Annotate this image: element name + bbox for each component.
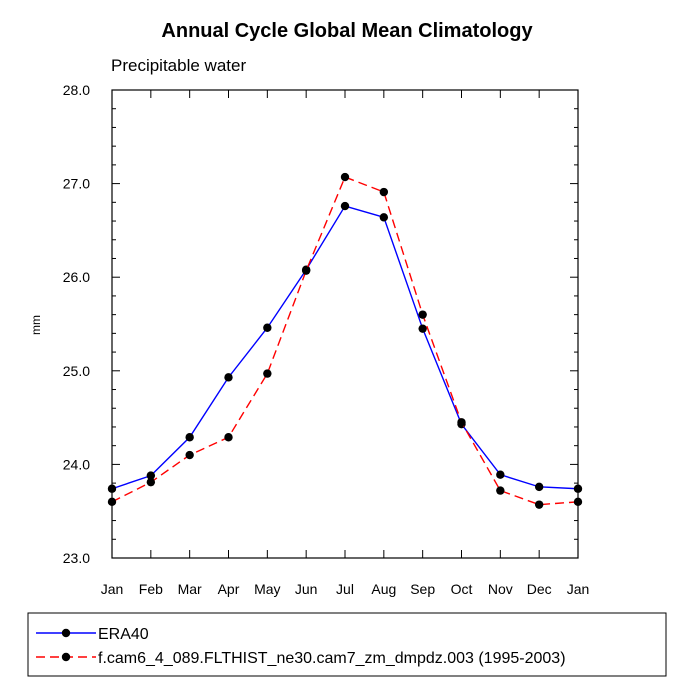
series-line	[111, 176, 579, 506]
x-axis: Jan Feb Mar Apr May Jun Jul Aug Sep Oct Nov Dec Jan	[101, 90, 590, 597]
y-tick-label: 24.0	[63, 456, 90, 472]
y-tick-label: 28.0	[63, 82, 90, 98]
data-point	[418, 310, 427, 319]
chart-title: Annual Cycle Global Mean Climatology	[161, 20, 533, 42]
data-point	[573, 484, 583, 493]
data-point	[146, 477, 156, 487]
series-line	[111, 205, 579, 490]
data-point	[534, 482, 544, 492]
y-tick-label: 27.0	[63, 176, 90, 192]
data-point	[301, 266, 311, 275]
x-tick-label: Jul	[336, 581, 354, 597]
data-point	[340, 201, 350, 211]
data-point	[146, 471, 156, 480]
data-point	[457, 418, 466, 427]
x-tick-label: Nov	[488, 581, 513, 597]
data-point	[496, 470, 505, 479]
legend-box	[27, 612, 667, 677]
data-point	[263, 323, 272, 332]
series-2	[107, 172, 583, 509]
data-point	[263, 369, 272, 378]
legend-marker	[61, 652, 71, 662]
y-axis: 23.0 24.0 25.0 26.0 27.0 28.0	[63, 82, 578, 566]
data-point	[418, 324, 427, 333]
x-tick-label: May	[254, 581, 280, 597]
x-tick-label: Oct	[451, 581, 473, 597]
x-tick-label: Jan	[567, 581, 590, 597]
data-point	[224, 433, 233, 442]
x-tick-label: Apr	[218, 581, 240, 597]
y-tick-label: 23.0	[63, 550, 90, 566]
legend-marker	[61, 628, 71, 638]
data-point	[379, 187, 389, 197]
x-tick-label: Jan	[101, 581, 124, 597]
series-1	[107, 201, 583, 493]
x-tick-label: Aug	[371, 581, 396, 597]
x-tick-label: Mar	[178, 581, 202, 597]
data-point	[496, 486, 505, 495]
legend: ERA40 f.cam6_4_089.FLTHIST_ne30.cam7_zm_d…	[27, 612, 667, 677]
plot-frame	[111, 89, 579, 559]
x-tick-label: Dec	[527, 581, 552, 597]
legend-label: ERA40	[98, 626, 149, 643]
data-point	[573, 497, 583, 507]
data-point	[224, 373, 233, 382]
data-point	[340, 172, 350, 182]
legend-item: f.cam6_4_089.FLTHIST_ne30.cam7_zm_dmpdz.…	[36, 650, 566, 667]
x-tick-label: Feb	[139, 581, 163, 597]
data-point	[107, 484, 117, 493]
data-point	[185, 433, 194, 442]
chart-subtitle: Precipitable water	[111, 56, 246, 75]
y-tick-label: 25.0	[63, 363, 90, 379]
legend-label: f.cam6_4_089.FLTHIST_ne30.cam7_zm_dmpdz.…	[98, 650, 566, 667]
data-point	[534, 500, 544, 509]
y-axis-title: mm	[29, 315, 43, 335]
y-tick-label: 26.0	[63, 269, 90, 285]
x-tick-label: Sep	[410, 581, 435, 597]
data-point	[379, 213, 389, 222]
data-point	[185, 450, 194, 460]
x-tick-label: Jun	[295, 581, 318, 597]
legend-item: ERA40	[36, 626, 149, 643]
series-layer	[107, 172, 583, 509]
data-point	[107, 497, 117, 507]
